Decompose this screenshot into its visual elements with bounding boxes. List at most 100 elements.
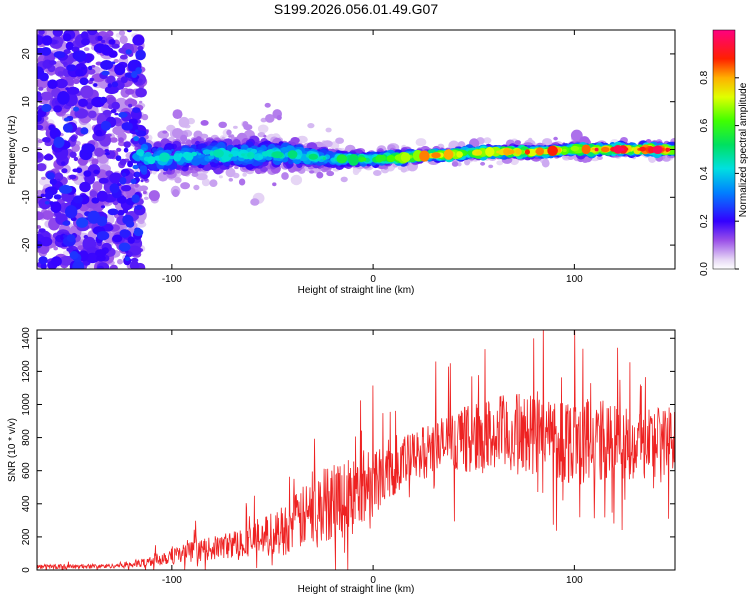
spectrogram-cell — [180, 134, 188, 143]
spectrogram-cell — [80, 67, 86, 70]
spectrogram-cell — [172, 128, 183, 139]
spectrogram-cell — [49, 178, 57, 185]
spectrogram-cell — [451, 161, 459, 167]
spectrogram-cell — [209, 151, 215, 156]
spectrogram-cell — [109, 183, 120, 194]
snr-y-tick-label: 400 — [21, 495, 32, 512]
spectrogram-cell — [89, 77, 95, 82]
spectrogram-cell — [57, 71, 64, 76]
spectrogram-cell — [111, 101, 120, 110]
spectrogram-cell — [101, 39, 106, 44]
spectrogram-cell — [228, 153, 233, 158]
spectrogram-cell — [386, 155, 396, 163]
spectrogram-cell — [44, 201, 50, 205]
spectrogram-cell — [514, 140, 521, 145]
spectrogram-cell — [480, 161, 486, 166]
spectrogram-cell — [134, 171, 140, 177]
spectrogram-cell — [47, 79, 58, 89]
spectrogram-cell — [130, 257, 139, 263]
spectrogram-cell — [287, 150, 298, 159]
spectrogram-cell — [172, 189, 180, 198]
spectrogram-cell — [83, 47, 90, 51]
spectrogram-cell — [128, 103, 133, 108]
spectrogram-cell — [106, 75, 116, 84]
spectrogram-cell — [124, 256, 130, 262]
spectrogram-cell — [117, 195, 127, 204]
spectrogram-cell — [44, 191, 54, 200]
spectrogram-cell — [54, 62, 61, 67]
spectrogram-cell — [210, 163, 215, 167]
spectrogram-cell — [562, 148, 567, 153]
spectrogram-cell — [134, 183, 139, 188]
spectrogram-cell — [535, 147, 545, 156]
snr-y-tick-label: 1400 — [21, 327, 32, 350]
spectrogram-cell — [37, 189, 43, 196]
spectrogram-cell — [119, 177, 127, 185]
spectrogram-cell — [98, 177, 109, 184]
spectrogram-cell — [41, 176, 46, 180]
spectrogram-cell — [172, 109, 183, 119]
spectrogram-cell — [100, 205, 106, 209]
spectrogram-cell — [87, 68, 96, 75]
spectrogram-cell — [104, 152, 110, 156]
spectrogram-cell — [127, 160, 134, 168]
spectrogram-cell — [117, 258, 123, 265]
spectrogram-cell — [69, 151, 77, 158]
snr-y-axis: 0 200 400 600 800 1000 1200 1400 — [21, 327, 675, 573]
spectrogram-cell — [119, 158, 127, 166]
spectrogram-cell — [66, 247, 74, 252]
spectrogram-cell — [258, 154, 264, 159]
spectrogram-cell — [476, 150, 482, 155]
spectrogram-cell — [567, 156, 574, 160]
spectrogram-cell — [114, 63, 126, 76]
spectrogram-cell — [53, 246, 58, 251]
spectrogram-cell — [238, 178, 246, 186]
spectrogram-cell — [125, 49, 132, 55]
spectrogram-y-tick-label: 20 — [21, 48, 32, 60]
spectrogram-cell — [134, 205, 143, 210]
spectrogram-cell — [40, 47, 52, 56]
spectrogram-cell — [118, 112, 128, 118]
colorbar-label: Normalized spectral amplitude — [738, 82, 749, 217]
spectrogram-cell — [264, 102, 271, 108]
spectrogram-cell — [594, 147, 599, 152]
spectrogram-cell — [141, 113, 149, 121]
spectrogram-cell — [65, 87, 70, 91]
spectrogram-cell — [119, 35, 128, 45]
spectrogram-cell — [65, 205, 78, 219]
spectrogram-cell — [272, 151, 283, 159]
spectrogram-cell — [400, 152, 411, 163]
spectrogram-cell — [104, 85, 119, 95]
spectrogram-cell — [600, 146, 610, 153]
spectrogram-cell — [620, 148, 625, 151]
spectrogram-cell — [118, 30, 126, 36]
spectrogram-cell — [142, 190, 147, 195]
spectrogram-cell — [39, 177, 53, 187]
spectrogram-cell — [66, 64, 77, 72]
spectrogram-cell — [38, 228, 46, 233]
spectrogram-cell — [46, 172, 55, 180]
spectrogram-cell — [135, 49, 146, 61]
spectrogram-cell — [208, 155, 215, 160]
spectrogram-cell — [53, 136, 65, 148]
spectrogram-cell — [87, 30, 98, 36]
spectrogram-cell — [114, 112, 119, 116]
spectrogram-y-tick-label: -20 — [21, 237, 32, 252]
spectrogram-cell — [126, 195, 131, 199]
spectrogram-cell — [139, 100, 143, 104]
spectrogram-cell — [110, 109, 117, 114]
spectrogram-cell — [129, 260, 140, 269]
spectrogram-cell — [134, 129, 139, 133]
spectrogram-cell — [110, 137, 118, 143]
spectrogram-cell — [281, 172, 289, 180]
spectrogram-cell — [133, 136, 140, 142]
spectrogram-cell — [81, 143, 95, 154]
spectrogram-cell — [135, 87, 147, 98]
spectrogram-cell — [62, 221, 70, 226]
spectrogram-cell — [174, 176, 182, 184]
spectrogram-cell — [100, 120, 111, 131]
spectrogram-cell — [94, 147, 104, 157]
spectrogram-cell — [119, 229, 131, 238]
spectrogram-cell — [218, 175, 223, 179]
spectrogram-cell — [134, 295, 138, 300]
